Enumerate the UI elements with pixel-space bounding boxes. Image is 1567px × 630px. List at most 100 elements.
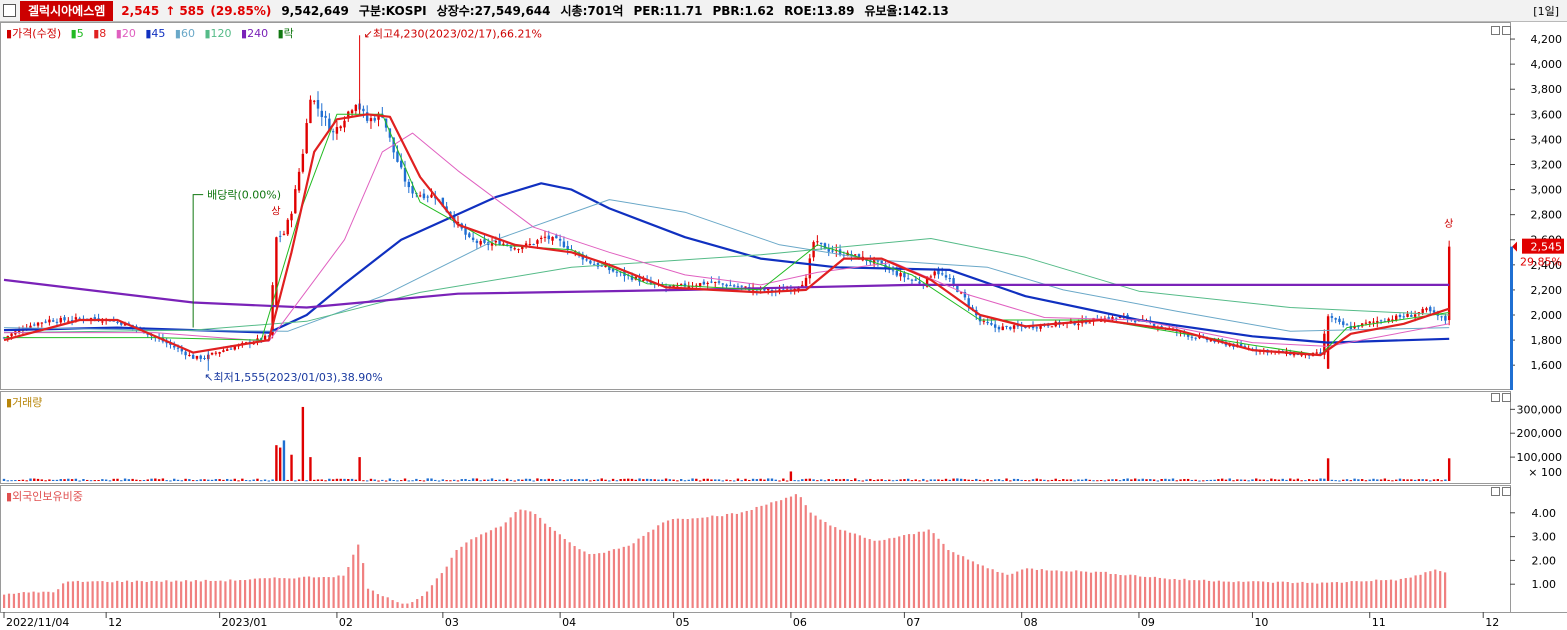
volume-bar [1342,479,1345,481]
volume-bar [793,480,796,482]
foreign-ratio-bar [460,546,463,608]
volume-bar [922,478,925,481]
foreign-ratio-bar [1050,570,1053,608]
price-panel-close-button[interactable] [1502,26,1511,35]
foreign-ratio-bar [1065,571,1068,608]
candle-body [1118,316,1122,319]
candle-body [547,235,550,240]
foreign-ratio-bar [868,539,871,608]
volume-bar [89,480,93,482]
candle-body [910,279,914,281]
foreign-ratio-bar [603,552,606,608]
volume-bar [59,479,62,481]
candle-body [146,333,149,335]
volume-panel-close-button[interactable] [1502,393,1511,402]
foreign-ratio-bar [1301,581,1304,608]
price-y-tick-label: 4,000 [1531,58,1563,71]
foreign-ratio-bar [317,577,320,608]
legend-ma8: ▮8 [93,27,107,40]
candle-body [1228,344,1231,346]
foreign-ratio-bar [883,539,886,608]
volume-bar [661,479,664,481]
foreign-ratio-bar [184,580,188,608]
candle-body [1152,323,1156,327]
foreign-ratio-bar [248,579,252,608]
candle-body [766,288,770,291]
candle-body [729,285,732,287]
candle-body [199,355,202,359]
foreign-ratio-bar [607,550,611,608]
candle-body [1387,318,1390,322]
foreign-ratio-bar [125,580,129,608]
volume-bar [241,478,244,481]
candle-body [407,181,410,188]
candle-body [48,319,51,323]
volume-bar [1096,480,1099,482]
candle-body [479,240,482,245]
candle-body [1353,325,1356,329]
volume-bar [67,478,70,481]
select-checkbox[interactable] [3,4,16,17]
volume-bar [400,480,403,482]
foreign-ratio-bar [381,596,384,608]
price-y-tick-label: 2,200 [1531,284,1563,297]
volume-panel-minimize-button[interactable] [1491,393,1500,402]
foreign-ratio-bar [366,588,370,608]
candle-body [490,243,494,246]
volume-bar [78,480,81,482]
foreign-ratio-bar [445,566,448,608]
volume-bar [1092,480,1095,482]
volume-bar [1137,479,1141,481]
volume-bar [456,480,460,482]
volume-bar [566,479,569,481]
volume-bar [339,478,342,481]
foreign-ratio-bar [1394,580,1398,608]
candle-body [1077,323,1080,326]
foreign-ratio-bar [1370,581,1373,608]
foreign-ratio-bar [1237,581,1240,608]
volume-bar [895,479,899,481]
volume-bar [252,479,255,481]
foreign-ratio-bar [991,569,994,608]
foreign-ratio-bar [922,531,925,608]
candle-body [44,321,47,323]
candle-body [1012,325,1016,329]
volume-legend: ▮거래량 [6,396,43,409]
foreign-ratio-bar [347,567,350,608]
stock-name[interactable]: 겔럭시아에스엠 [20,0,114,21]
foreign-panel-minimize-button[interactable] [1491,487,1500,496]
foreign-ratio-bar [32,591,35,608]
volume-bar [36,478,40,481]
candle-body [365,112,369,121]
candle-body [555,235,558,239]
x-tick-label: 2023/01 [222,616,268,629]
candle-body [339,126,342,129]
volume-bar [1220,478,1224,481]
volume-bar [778,480,781,482]
volume-bar [1186,478,1190,481]
foreign-panel-close-button[interactable] [1502,487,1511,496]
legend-ma20: ▮20 [115,27,136,40]
high-annotation: ↙최고4,230(2023/02/17),66.21% [364,27,542,40]
volume-bar [963,479,967,481]
foreign-ratio-bar [1217,580,1220,608]
volume-bar [490,478,494,481]
foreign-ratio-bar [780,500,783,608]
period-selector[interactable]: [1일] [1533,4,1559,18]
candle-body [600,265,603,267]
candle-body [494,240,498,243]
volume-bar [222,479,225,481]
volume-bar [331,479,335,481]
volume-bar [759,478,762,481]
price-panel-minimize-button[interactable] [1491,26,1500,35]
volume-bar [82,479,85,481]
volume-bar [717,479,721,481]
candle-body [1111,317,1114,321]
foreign-ratio-bar [1389,579,1393,608]
candle-body [1406,313,1409,317]
candle-body [872,259,876,264]
volume-bar [135,479,138,481]
candle-body [854,254,857,256]
candle-body [986,321,989,324]
foreign-ratio-bar [3,594,6,608]
